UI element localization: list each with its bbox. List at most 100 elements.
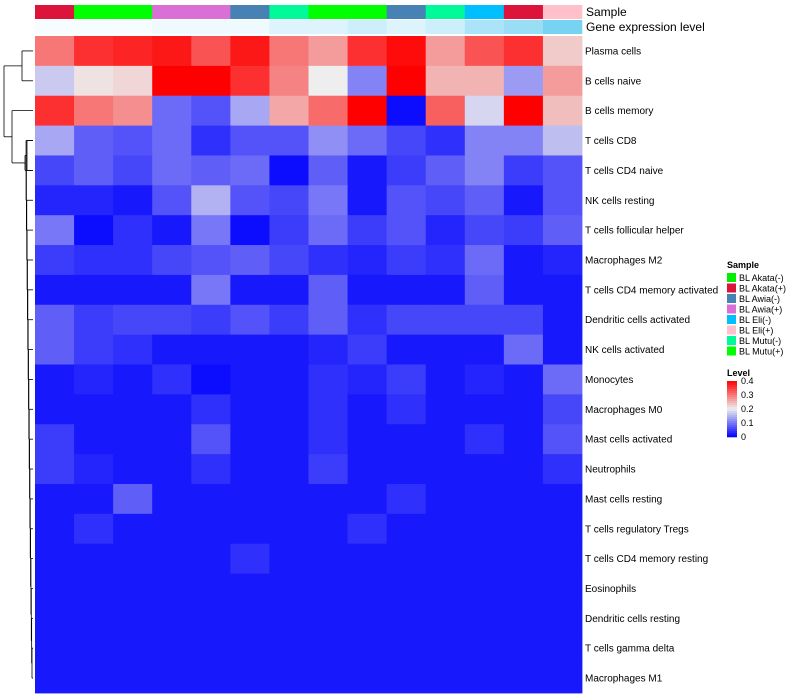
sample-legend-swatch bbox=[727, 273, 736, 282]
heatmap-cell bbox=[269, 633, 309, 664]
heatmap-cell bbox=[347, 215, 388, 246]
heatmap-cell bbox=[503, 245, 544, 276]
heatmap-cell bbox=[425, 274, 466, 306]
heatmap-cell bbox=[74, 125, 114, 156]
heatmap-cell bbox=[74, 65, 114, 97]
level-colorbar-segment bbox=[727, 411, 737, 414]
heatmap-cell bbox=[230, 394, 270, 425]
heatmap-cell bbox=[113, 95, 153, 126]
level-tick-label: 0.2 bbox=[741, 404, 754, 414]
heatmap-cell bbox=[269, 454, 309, 485]
heatmap-cell bbox=[386, 215, 427, 246]
heatmap-cell bbox=[542, 304, 583, 336]
sample-legend-swatch bbox=[727, 315, 736, 324]
sample-legend-label: BL Mutu(-) bbox=[739, 336, 781, 346]
heatmap-cell bbox=[152, 573, 192, 604]
heatmap-cell bbox=[269, 65, 309, 97]
heatmap-cell bbox=[74, 454, 114, 485]
heatmap-cell bbox=[347, 633, 388, 664]
heatmap-cell bbox=[386, 185, 427, 216]
heatmap-cell bbox=[503, 125, 544, 156]
heatmap-cell bbox=[113, 65, 153, 97]
heatmap-cell bbox=[308, 424, 348, 455]
gene-expression-annotation-cell bbox=[191, 20, 231, 34]
row-label: T cells CD4 memory resting bbox=[585, 554, 708, 565]
heatmap-cell bbox=[113, 36, 153, 67]
heatmap-cell bbox=[347, 454, 388, 485]
heatmap-cell bbox=[191, 603, 231, 634]
sample-annotation-cell bbox=[191, 5, 231, 19]
heatmap-cell bbox=[191, 65, 231, 97]
heatmap-cell bbox=[425, 125, 466, 156]
sample-annotation-cell bbox=[386, 5, 427, 19]
heatmap-cell bbox=[113, 185, 153, 216]
level-colorbar-segment bbox=[727, 407, 737, 410]
heatmap-cell bbox=[464, 245, 505, 276]
level-colorbar-segment bbox=[727, 397, 737, 400]
heatmap-cell bbox=[191, 513, 231, 545]
heatmap-cell bbox=[191, 274, 231, 306]
row-label: Mast cells activated bbox=[585, 435, 672, 446]
heatmap-cell bbox=[35, 633, 75, 664]
heatmap-cell bbox=[191, 454, 231, 485]
heatmap-cell bbox=[74, 185, 114, 216]
heatmap-cell bbox=[386, 424, 427, 455]
heatmap-cell bbox=[386, 334, 427, 365]
heatmap-cell bbox=[464, 543, 505, 574]
level-colorbar-segment bbox=[727, 389, 737, 392]
heatmap-cell bbox=[191, 155, 231, 186]
heatmap-cell bbox=[269, 215, 309, 246]
row-labels: Plasma cells B cells naive B cells memory T… bbox=[585, 46, 718, 684]
heatmap-cell bbox=[542, 663, 583, 694]
heatmap-cell bbox=[152, 633, 192, 664]
heatmap-cell bbox=[74, 215, 114, 246]
heatmap-cell bbox=[35, 573, 75, 604]
row-label: T cells regulatory Tregs bbox=[585, 524, 689, 535]
heatmap-cell bbox=[113, 633, 153, 664]
heatmap-cell bbox=[503, 304, 544, 336]
heatmap-cell bbox=[113, 573, 153, 604]
heatmap-cell bbox=[386, 663, 427, 694]
heatmap-cell bbox=[230, 364, 270, 395]
row-label: Macrophages M2 bbox=[585, 255, 663, 266]
heatmap-cell bbox=[113, 245, 153, 276]
level-colorbar-segment bbox=[727, 395, 737, 398]
heatmap-cell bbox=[230, 95, 270, 126]
level-colorbar-segment bbox=[727, 423, 737, 426]
heatmap-cell bbox=[542, 215, 583, 246]
heatmap-cell bbox=[308, 65, 348, 97]
gene-expression-annotation-cell bbox=[35, 20, 75, 34]
heatmap-cell bbox=[269, 483, 309, 515]
heatmap-cell bbox=[347, 36, 388, 67]
gene-expression-annotation-cell bbox=[503, 20, 544, 34]
gene-expression-annotation-cell bbox=[74, 20, 114, 34]
heatmap-cell bbox=[113, 125, 153, 156]
heatmap-cell bbox=[347, 663, 388, 694]
heatmap-cell bbox=[230, 36, 270, 67]
heatmap-cell bbox=[35, 603, 75, 634]
heatmap-cell bbox=[425, 603, 466, 634]
gene-expression-annotation-cell bbox=[347, 20, 387, 34]
gene-expression-annotation-cell bbox=[269, 20, 309, 34]
heatmap-cell bbox=[269, 394, 309, 425]
heatmap-cell bbox=[74, 304, 114, 336]
heatmap-cell bbox=[152, 125, 192, 156]
heatmap-cell bbox=[503, 215, 544, 246]
heatmap-cell bbox=[464, 394, 505, 425]
gene-expression-annotation-cell bbox=[113, 20, 153, 34]
heatmap-cell bbox=[347, 334, 388, 365]
heatmap-cell bbox=[269, 95, 309, 126]
heatmap-cell bbox=[308, 663, 348, 694]
sample-legend-label: BL Awia(+) bbox=[739, 305, 782, 315]
heatmap-cell bbox=[464, 95, 505, 126]
level-colorbar-segment bbox=[727, 433, 737, 436]
heatmap-cell bbox=[308, 334, 348, 365]
heatmap-cell bbox=[269, 155, 309, 186]
heatmap-cell bbox=[230, 603, 270, 634]
heatmap-cell bbox=[230, 215, 270, 246]
heatmap-cell bbox=[386, 573, 427, 604]
heatmap-cell bbox=[74, 155, 114, 186]
heatmap-cell bbox=[230, 513, 270, 545]
heatmap-cell bbox=[230, 185, 270, 216]
heatmap-cell bbox=[269, 245, 309, 276]
